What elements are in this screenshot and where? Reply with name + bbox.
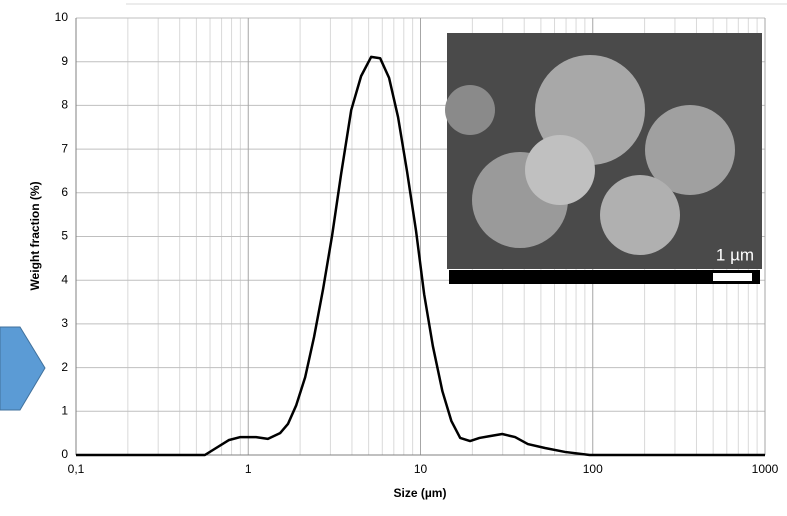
y-tick-label: 8: [61, 98, 68, 112]
x-tick-label: 0,1: [68, 462, 85, 476]
y-tick-label: 6: [61, 185, 68, 199]
y-tick-label: 2: [61, 360, 68, 374]
y-tick-label: 7: [61, 141, 68, 155]
y-tick-label: 9: [61, 54, 68, 68]
x-tick-label: 1000: [752, 462, 779, 476]
y-axis-label: Weight fraction (%): [28, 181, 42, 290]
line: [76, 55, 765, 457]
scale-label: 1 µm: [716, 245, 754, 264]
x-tick-label: 10: [414, 462, 428, 476]
x-axis-label: Size (µm): [394, 486, 447, 500]
y-tick-label: 1: [61, 403, 68, 417]
y-tick-label: 5: [61, 229, 68, 243]
y-tick-label: 4: [61, 272, 68, 286]
x-tick-label: 1: [245, 462, 252, 476]
y-tick-label: 0: [61, 447, 68, 461]
inset-image: 1 µm: [445, 33, 762, 284]
arrow-shape: [0, 326, 46, 411]
y-tick-label: 3: [61, 316, 68, 330]
x-tick-label: 100: [583, 462, 603, 476]
y-tick-label: 10: [55, 10, 69, 24]
